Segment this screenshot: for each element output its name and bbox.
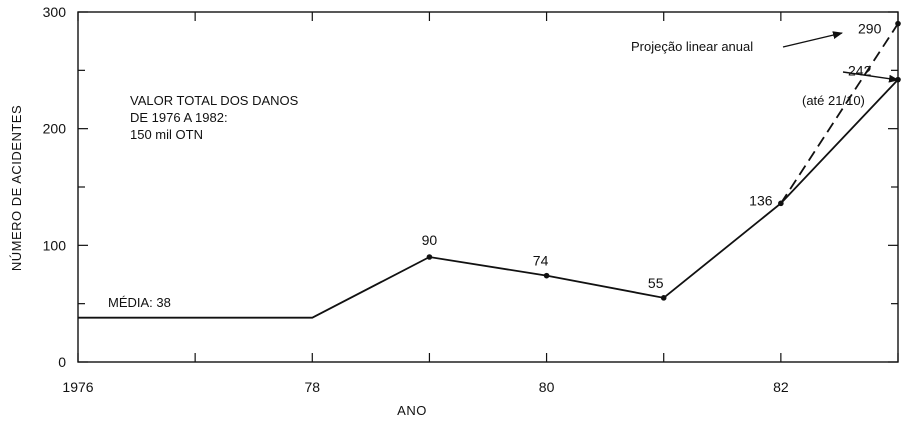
data-label: 136 [749, 192, 773, 208]
y-tick-label: 200 [43, 121, 67, 137]
until-date-annotation: (até 21/10) [802, 93, 865, 108]
damage-total-line-1: VALOR TOTAL DOS DANOS [130, 93, 299, 108]
data-label: 74 [533, 253, 549, 269]
data-label: 55 [648, 275, 664, 291]
value-242-arrow [842, 71, 899, 83]
data-point [778, 200, 784, 207]
projection-line [780, 23, 899, 204]
y-tick-label: 300 [43, 4, 67, 20]
damage-total-line-2: DE 1976 A 1982: [130, 110, 228, 125]
damage-total-line-3: 150 mil OTN [130, 127, 203, 142]
media-annotation: MÉDIA: 38 [108, 295, 171, 310]
data-point [426, 254, 433, 260]
data-label: 290 [858, 21, 882, 37]
y-axis-title: NÚMERO DE ACIDENTES [9, 105, 24, 271]
data-point [660, 295, 667, 301]
data-point [895, 20, 901, 27]
x-axis-title: ANO [397, 403, 427, 418]
data-label: 90 [422, 232, 438, 248]
plot-frame [77, 11, 899, 363]
x-tick-label: 78 [304, 379, 320, 395]
x-tick-label: 82 [773, 379, 789, 395]
x-tick-label: 80 [539, 379, 555, 395]
y-tick-label: 0 [58, 354, 66, 370]
x-tick-label: 1976 [62, 379, 93, 395]
y-tick-label: 100 [43, 237, 67, 253]
projection-annotation: Projeção linear anual [631, 39, 753, 54]
data-point [543, 272, 550, 279]
projection-arrow [782, 31, 843, 48]
